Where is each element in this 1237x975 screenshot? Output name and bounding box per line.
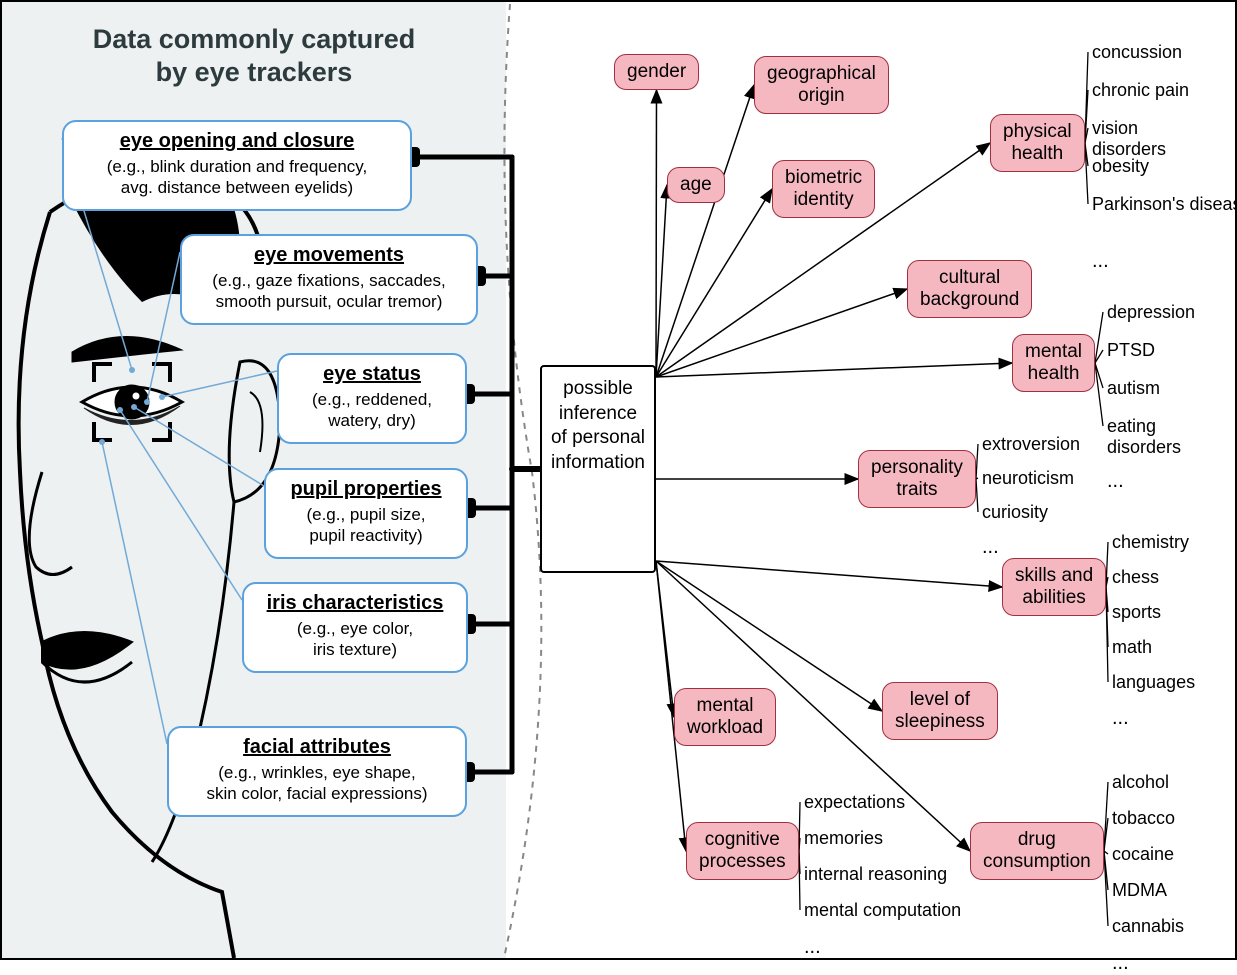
pink-box-p-mental: mentalhealth (1012, 334, 1095, 392)
detail-label: tobacco (1112, 808, 1175, 829)
pink-box-line: processes (699, 851, 786, 873)
pink-box-line: gender (627, 61, 686, 83)
pink-box-line: level of (895, 689, 985, 711)
title-line-2: by eye trackers (2, 57, 506, 88)
center-box-line: information (542, 451, 654, 476)
detail-label: depression (1107, 302, 1195, 323)
pink-box-line: cultural (920, 267, 1019, 289)
center-box-line: of personal (542, 426, 654, 451)
diagram-root: Data commonly captured by eye trackers e… (0, 0, 1237, 960)
pink-box-line: traits (871, 479, 963, 501)
pink-box-line: mental (1025, 341, 1082, 363)
detail-label: eatingdisorders (1107, 416, 1181, 458)
left-box-title: iris characteristics (258, 592, 452, 615)
detail-label: expectations (804, 792, 905, 813)
pink-box-line: identity (785, 189, 862, 211)
detail-label: sports (1112, 602, 1161, 623)
pink-box-p-geo: geographicalorigin (754, 56, 889, 114)
detail-label: cocaine (1112, 844, 1174, 865)
detail-label: chronic pain (1092, 80, 1189, 101)
pink-box-line: personality (871, 457, 963, 479)
detail-label: cannabis (1112, 916, 1184, 937)
detail-label: visiondisorders (1092, 118, 1166, 160)
pink-box-p-cognitive: cognitiveprocesses (686, 822, 799, 880)
left-box-subtitle: (e.g., blink duration and frequency,avg.… (78, 156, 396, 199)
ellipsis: ... (982, 536, 999, 559)
ellipsis: ... (1092, 250, 1109, 273)
left-box-subtitle: (e.g., wrinkles, eye shape,skin color, f… (183, 762, 451, 805)
detail-label: concussion (1092, 42, 1182, 63)
pink-box-p-bio: biometricidentity (772, 160, 875, 218)
pink-box-line: sleepiness (895, 711, 985, 733)
left-box-b4: iris characteristics (e.g., eye color,iri… (242, 582, 468, 673)
left-box-subtitle: (e.g., pupil size,pupil reactivity) (280, 504, 452, 547)
detail-label: chess (1112, 567, 1159, 588)
detail-label: obesity (1092, 156, 1149, 177)
pink-box-line: skills and (1015, 565, 1093, 587)
pink-box-p-workload: mentalworkload (674, 688, 776, 746)
detail-label: internal reasoning (804, 864, 947, 885)
left-box-title: eye status (293, 363, 451, 386)
pink-box-line: health (1003, 143, 1072, 165)
pink-box-p-personality: personalitytraits (858, 450, 976, 508)
pink-box-p-phys: physicalhealth (990, 114, 1085, 172)
detail-label: math (1112, 637, 1152, 658)
pink-box-line: drug (983, 829, 1091, 851)
left-box-subtitle: (e.g., gaze fixations, saccades,smooth p… (196, 270, 462, 313)
left-box-b2: eye status (e.g., reddened,watery, dry) (277, 353, 467, 444)
ellipsis: ... (1112, 952, 1129, 975)
pink-box-line: biometric (785, 167, 862, 189)
panel-title: Data commonly captured by eye trackers (2, 2, 506, 88)
left-box-b3: pupil properties (e.g., pupil size,pupil … (264, 468, 468, 559)
ellipsis: ... (1112, 707, 1129, 730)
pink-box-line: abilities (1015, 587, 1093, 609)
pink-box-line: background (920, 289, 1019, 311)
ellipsis: ... (1107, 470, 1124, 493)
pink-box-line: health (1025, 363, 1082, 385)
detail-label: extroversion (982, 434, 1080, 455)
detail-label: mental computation (804, 900, 961, 921)
pink-box-line: geographical (767, 63, 876, 85)
left-box-b0: eye opening and closure (e.g., blink dura… (62, 120, 412, 211)
left-box-title: pupil properties (280, 478, 452, 501)
pink-box-p-cultural: culturalbackground (907, 260, 1032, 318)
center-box-line: inference (542, 402, 654, 427)
pink-box-line: workload (687, 717, 763, 739)
pink-box-p-sleep: level ofsleepiness (882, 682, 998, 740)
detail-label: Parkinson's disease (1092, 194, 1237, 215)
left-box-title: eye opening and closure (78, 130, 396, 153)
detail-label: memories (804, 828, 883, 849)
detail-label: chemistry (1112, 532, 1189, 553)
pink-box-p-drug: drugconsumption (970, 822, 1104, 880)
pink-box-line: cognitive (699, 829, 786, 851)
detail-label: autism (1107, 378, 1160, 399)
title-line-1: Data commonly captured (2, 24, 506, 55)
detail-label: MDMA (1112, 880, 1167, 901)
left-box-title: eye movements (196, 244, 462, 267)
left-box-subtitle: (e.g., eye color,iris texture) (258, 618, 452, 661)
pink-box-p-skills: skills andabilities (1002, 558, 1106, 616)
center-box-line: possible (542, 377, 654, 402)
pink-box-p-gender: gender (614, 54, 699, 90)
left-box-b1: eye movements (e.g., gaze fixations, sacc… (180, 234, 478, 325)
pink-box-line: physical (1003, 121, 1072, 143)
detail-label: neuroticism (982, 468, 1074, 489)
pink-box-line: mental (687, 695, 763, 717)
pink-box-p-age: age (667, 167, 725, 203)
pink-box-line: origin (767, 85, 876, 107)
detail-label: curiosity (982, 502, 1048, 523)
detail-label: PTSD (1107, 340, 1155, 361)
detail-label: alcohol (1112, 772, 1169, 793)
ellipsis: ... (804, 936, 821, 959)
left-box-b5: facial attributes (e.g., wrinkles, eye sh… (167, 726, 467, 817)
left-box-title: facial attributes (183, 736, 451, 759)
center-inference-box: possibleinferenceof personalinformation (540, 365, 656, 573)
left-box-subtitle: (e.g., reddened,watery, dry) (293, 389, 451, 432)
pink-box-line: consumption (983, 851, 1091, 873)
detail-label: languages (1112, 672, 1195, 693)
pink-box-line: age (680, 174, 712, 196)
